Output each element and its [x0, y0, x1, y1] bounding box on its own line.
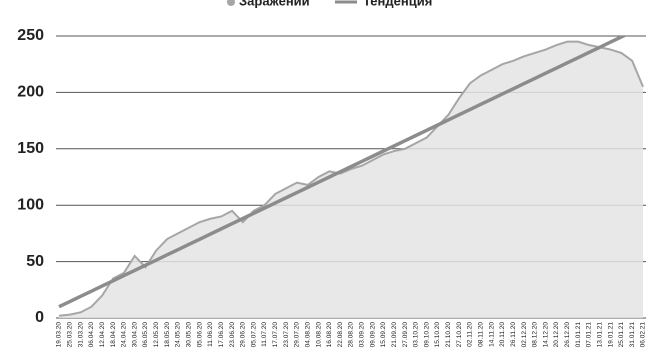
- x-tick-label: 04.08.20: [304, 322, 311, 348]
- line: [58, 40, 644, 317]
- x-tick-label: 02.11.20: [467, 322, 474, 347]
- legend-label: Тенденция: [363, 0, 432, 8]
- y-tick-label: 100: [17, 196, 44, 213]
- x-tick-label: 07.01.21: [586, 322, 593, 348]
- x-tick-label: 03.09.20: [359, 322, 366, 348]
- y-tick-label: 250: [17, 27, 44, 44]
- x-tick-label: 05.07.20: [250, 322, 257, 348]
- x-tick-label: 25.01.21: [618, 322, 625, 348]
- x-tick-label: 06.02.21: [640, 322, 646, 348]
- y-tick-label: 50: [26, 253, 44, 270]
- x-tick-label: 29.06.20: [240, 322, 247, 348]
- x-tick-label: 08.11.20: [477, 322, 484, 347]
- area: [59, 41, 643, 318]
- x-tick-label: 30.04.20: [131, 322, 138, 348]
- x-tick-label: 31.03.20: [77, 322, 84, 348]
- x-tick-label: 15.10.20: [434, 322, 441, 348]
- x-tick-label: 12.05.20: [153, 322, 160, 348]
- x-tick-label: 12.04.20: [99, 322, 106, 348]
- x-tick-label: 11.06.20: [207, 322, 214, 347]
- x-tick-label: 09.10.20: [423, 322, 430, 348]
- x-tick-label: 19.01.21: [607, 322, 614, 348]
- x-tick-label: 27.09.20: [402, 322, 409, 348]
- x-tick-label: 25.03.20: [67, 322, 74, 348]
- x-tick-label: 29.07.20: [294, 322, 301, 348]
- x-tick-label: 10.08.20: [315, 322, 322, 348]
- x-tick-label: 08.12.20: [532, 322, 539, 348]
- x-tick-label: 23.07.20: [283, 322, 290, 348]
- x-tick-label: 22.08.20: [337, 322, 344, 348]
- x-tick-label: 17.06.20: [218, 322, 225, 348]
- x-tick-label: 15.09.20: [380, 322, 387, 348]
- x-tick-label: 05.06.20: [196, 322, 203, 348]
- x-tick-label: 23.06.20: [229, 322, 236, 348]
- x-tick-label: 06.05.20: [142, 322, 149, 348]
- trend-line: [58, 36, 628, 309]
- x-tick-label: 17.07.20: [272, 322, 279, 348]
- x-tick-label: 28.08.20: [348, 322, 355, 348]
- x-tick-label: 31.01.21: [629, 322, 636, 348]
- x-tick-label: 03.10.20: [413, 322, 420, 348]
- x-tick-label: 18.05.20: [164, 322, 171, 348]
- x-tick-label: 16.08.20: [326, 322, 333, 348]
- x-tick-label: 02.12.20: [521, 322, 528, 348]
- x-tick-label: 13.01.21: [596, 322, 603, 348]
- x-tick-label: 14.12.20: [542, 322, 549, 348]
- x-tick-label: 27.10.20: [456, 322, 463, 348]
- x-tick-label: 26.12.20: [564, 322, 571, 348]
- x-tick-label: 20.12.20: [553, 322, 560, 348]
- x-tick-label: 21.09.20: [391, 322, 398, 348]
- x-tick-label: 24.05.20: [175, 322, 182, 348]
- x-tick-label: 06.04.20: [88, 322, 95, 348]
- x-tick-label: 11.07.20: [261, 322, 268, 347]
- x-tick-label: 20.11.20: [499, 322, 506, 347]
- x-tick-label: 24.04.20: [121, 322, 128, 348]
- x-tick-label: 18.04.20: [110, 322, 117, 348]
- legend-swatch: [227, 0, 235, 6]
- x-tick-label: 09.09.20: [369, 322, 376, 348]
- x-tick-label: 19.03.20: [56, 322, 63, 348]
- y-tick-label: 0: [35, 309, 44, 326]
- x-tick-label: 14.11.20: [488, 322, 495, 347]
- x-tick-label: 30.05.20: [185, 322, 192, 348]
- x-tick-label: 26.11.20: [510, 322, 517, 347]
- x-tick-label: 21.10.20: [445, 322, 452, 348]
- x-tick-label: 01.01.21: [575, 322, 582, 348]
- y-tick-label: 200: [17, 84, 44, 101]
- legend-label: Заражении: [239, 0, 310, 8]
- y-tick-label: 150: [17, 140, 44, 157]
